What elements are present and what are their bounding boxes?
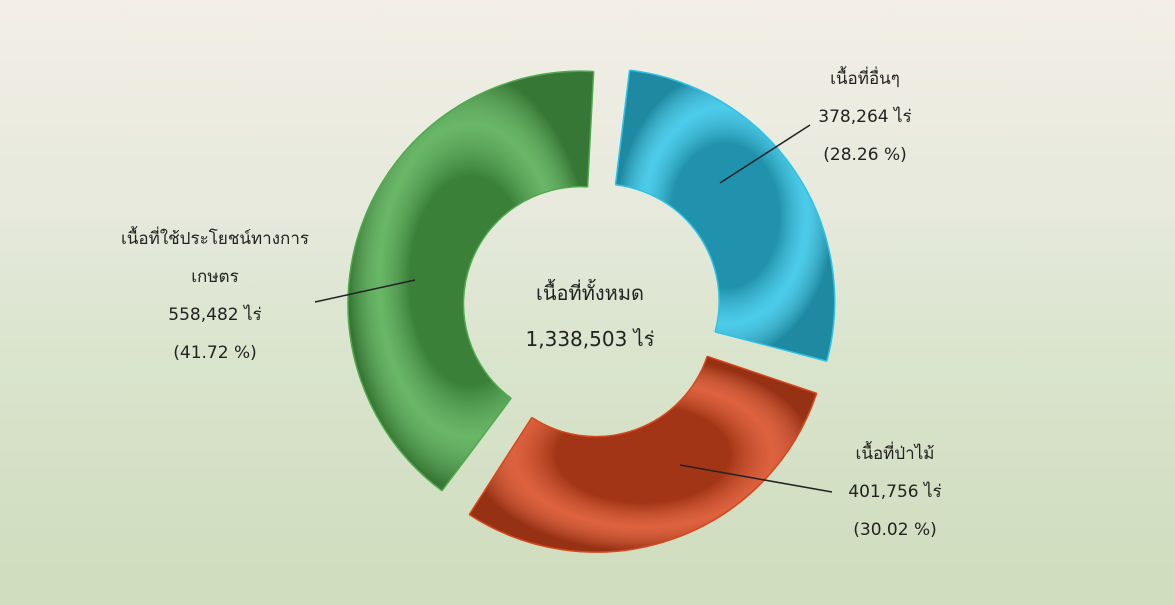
percent-label: (41.72 %) [173, 343, 257, 363]
category-label: เนื้อที่ใช้ประโยชน์ทางการเกษตร [120, 229, 309, 287]
value-label: 378,264 ไร่ [818, 107, 912, 127]
leader-line [314, 279, 416, 303]
donut-segment [468, 355, 818, 553]
percent-label: (30.02 %) [853, 520, 937, 540]
category-label: เนื้อที่อื่นๆ [830, 69, 900, 89]
value-label: 401,756 ไร่ [848, 482, 942, 502]
value-label: 558,482 ไร่ [168, 305, 262, 325]
leader-line [679, 464, 833, 493]
segment-label: เนื้อที่ป่าไม้ 401,756 ไร่ (30.02 %) [790, 435, 1000, 549]
segment-label: เนื้อที่อื่นๆ 378,264 ไร่ (28.26 %) [745, 60, 985, 174]
category-label: เนื้อที่ป่าไม้ [855, 444, 935, 464]
segment-label: เนื้อที่ใช้ประโยชน์ทางการเกษตร 558,482 ไร… [100, 220, 330, 372]
total-label: 1,338,503 ไร่ [525, 327, 655, 351]
percent-label: (28.26 %) [823, 145, 907, 165]
center-label: เนื้อที่ทั้งหมด 1,338,503 ไร่ [470, 270, 710, 362]
center-title: เนื้อที่ทั้งหมด [535, 281, 644, 305]
leader-line [719, 124, 811, 184]
